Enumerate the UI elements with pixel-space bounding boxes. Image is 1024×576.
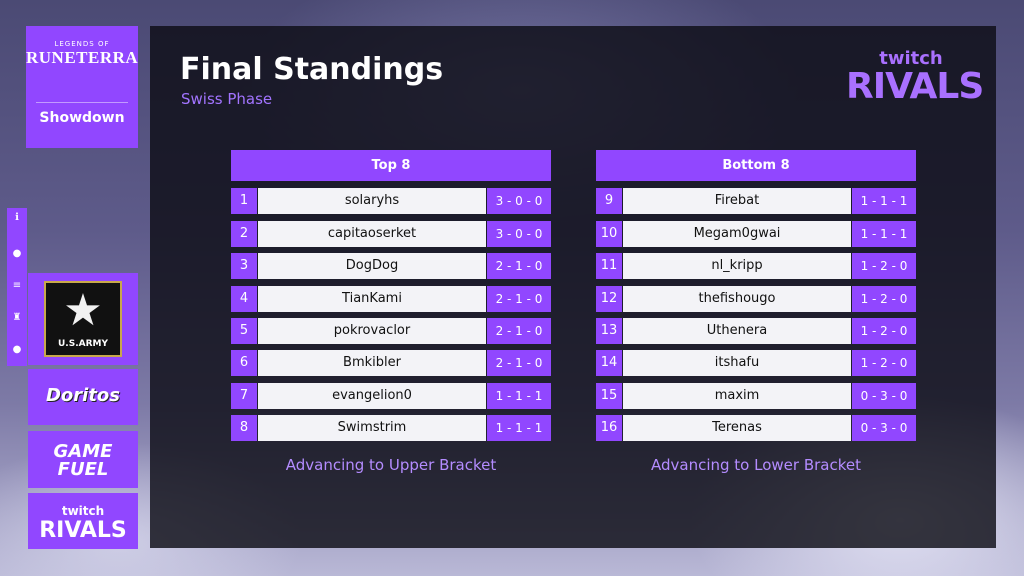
table-row: 12 thefishougo 1 - 2 - 0 — [596, 286, 916, 312]
list-icon: ≡ — [12, 280, 22, 291]
player-name: TianKami — [258, 286, 486, 312]
table-row: 9 Firebat 1 - 1 - 1 — [596, 188, 916, 214]
rank-cell: 3 — [231, 253, 257, 279]
rank-cell: 5 — [231, 318, 257, 344]
rank-cell: 4 — [231, 286, 257, 312]
rank-cell: 8 — [231, 415, 257, 441]
player-name: nl_kripp — [623, 253, 851, 279]
record-cell: 1 - 2 - 0 — [852, 286, 916, 312]
page-subtitle: Swiss Phase — [181, 90, 273, 108]
record-cell: 1 - 2 - 0 — [852, 253, 916, 279]
trophy-icon: ♜ — [12, 312, 22, 323]
rank-cell: 1 — [231, 188, 257, 214]
table-row: 7 evangelion0 1 - 1 - 1 — [231, 383, 551, 409]
army-logo: ★ U.S.ARMY — [44, 281, 122, 357]
record-cell: 0 - 3 - 0 — [852, 415, 916, 441]
player-name: evangelion0 — [258, 383, 486, 409]
record-cell: 2 - 1 - 0 — [487, 253, 551, 279]
table-row: 10 Megam0gwai 1 - 1 - 1 — [596, 221, 916, 247]
twitch-small-label: twitch — [61, 504, 105, 518]
table-row: 13 Uthenera 1 - 2 - 0 — [596, 318, 916, 344]
table-header: Top 8 — [231, 150, 551, 181]
record-cell: 1 - 2 - 0 — [852, 350, 916, 376]
table-header: Bottom 8 — [596, 150, 916, 181]
star-icon: ★ — [63, 285, 103, 336]
sponsor-twitch-rivals: twitch RIVALS — [28, 493, 138, 549]
table-row: 4 TianKami 2 - 1 - 0 — [231, 286, 551, 312]
gamefuel-logo: GAME FUEL — [53, 441, 113, 480]
player-name: solaryhs — [258, 188, 486, 214]
table-row: 15 maxim 0 - 3 - 0 — [596, 383, 916, 409]
rank-cell: 10 — [596, 221, 622, 247]
table-row: 6 Bmkibler 2 - 1 - 0 — [231, 350, 551, 376]
sponsor-doritos: Doritos — [28, 369, 138, 425]
sponsor-gamefuel: GAME FUEL — [28, 431, 138, 488]
event-name: Showdown — [39, 110, 125, 126]
player-name: Uthenera — [623, 318, 851, 344]
rank-cell: 7 — [231, 383, 257, 409]
lower-bracket-caption: Advancing to Lower Bracket — [651, 456, 861, 474]
table-row: 3 DogDog 2 - 1 - 0 — [231, 253, 551, 279]
info-icon: ℹ — [15, 212, 19, 223]
twitch-rivals-logo-small: twitch RIVALS — [28, 501, 138, 543]
record-cell: 1 - 1 - 1 — [852, 221, 916, 247]
rank-cell: 15 — [596, 383, 622, 409]
user-icon: ● — [12, 344, 22, 355]
rank-cell: 6 — [231, 350, 257, 376]
player-name: Firebat — [623, 188, 851, 214]
event-logo: LEGENDS OF RUNETERRA Showdown — [26, 26, 138, 148]
record-cell: 1 - 1 - 1 — [487, 415, 551, 441]
rivals-small-label: RIVALS — [39, 518, 127, 543]
player-name: Swimstrim — [258, 415, 486, 441]
twitch-logo-text: twitch — [879, 48, 943, 69]
rank-cell: 2 — [231, 221, 257, 247]
player-name: itshafu — [623, 350, 851, 376]
record-cell: 0 - 3 - 0 — [852, 383, 916, 409]
army-label: U.S.ARMY — [58, 339, 108, 349]
player-name: Terenas — [623, 415, 851, 441]
rank-cell: 16 — [596, 415, 622, 441]
table-row: 5 pokrovaclor 2 - 1 - 0 — [231, 318, 551, 344]
record-cell: 1 - 2 - 0 — [852, 318, 916, 344]
player-name: thefishougo — [623, 286, 851, 312]
player-name: DogDog — [258, 253, 486, 279]
doritos-logo: Doritos — [45, 385, 121, 406]
table-row: 2 capitaoserket 3 - 0 - 0 — [231, 221, 551, 247]
upper-bracket-caption: Advancing to Upper Bracket — [285, 456, 497, 474]
table-row: 16 Terenas 0 - 3 - 0 — [596, 415, 916, 441]
record-cell: 1 - 1 - 1 — [852, 188, 916, 214]
record-cell: 1 - 1 - 1 — [487, 383, 551, 409]
game-logo-title: RUNETERRA — [26, 48, 139, 67]
player-name: maxim — [623, 383, 851, 409]
table-row: 14 itshafu 1 - 2 - 0 — [596, 350, 916, 376]
page-title: Final Standings — [180, 52, 444, 87]
rank-cell: 11 — [596, 253, 622, 279]
record-cell: 3 - 0 - 0 — [487, 188, 551, 214]
rivals-logo-text: RIVALS — [846, 66, 984, 107]
player-name: Bmkibler — [258, 350, 486, 376]
sponsor-army: ★ U.S.ARMY — [28, 273, 138, 365]
player-name: Megam0gwai — [623, 221, 851, 247]
player-name: capitaoserket — [258, 221, 486, 247]
record-cell: 2 - 1 - 0 — [487, 318, 551, 344]
record-cell: 2 - 1 - 0 — [487, 350, 551, 376]
rank-cell: 13 — [596, 318, 622, 344]
table-row: 11 nl_kripp 1 - 2 - 0 — [596, 253, 916, 279]
record-cell: 3 - 0 - 0 — [487, 221, 551, 247]
rank-cell: 14 — [596, 350, 622, 376]
rank-cell: 9 — [596, 188, 622, 214]
users-icon: ● — [12, 248, 22, 259]
standings-panel: Final Standings Swiss Phase twitch RIVAL… — [150, 26, 996, 548]
side-icon-strip: ℹ ● ≡ ♜ ● — [7, 208, 27, 366]
logo-divider — [36, 102, 128, 103]
rank-cell: 12 — [596, 286, 622, 312]
table-row: 1 solaryhs 3 - 0 - 0 — [231, 188, 551, 214]
player-name: pokrovaclor — [258, 318, 486, 344]
record-cell: 2 - 1 - 0 — [487, 286, 551, 312]
table-row: 8 Swimstrim 1 - 1 - 1 — [231, 415, 551, 441]
game-logo-small-text: LEGENDS OF — [54, 40, 110, 48]
